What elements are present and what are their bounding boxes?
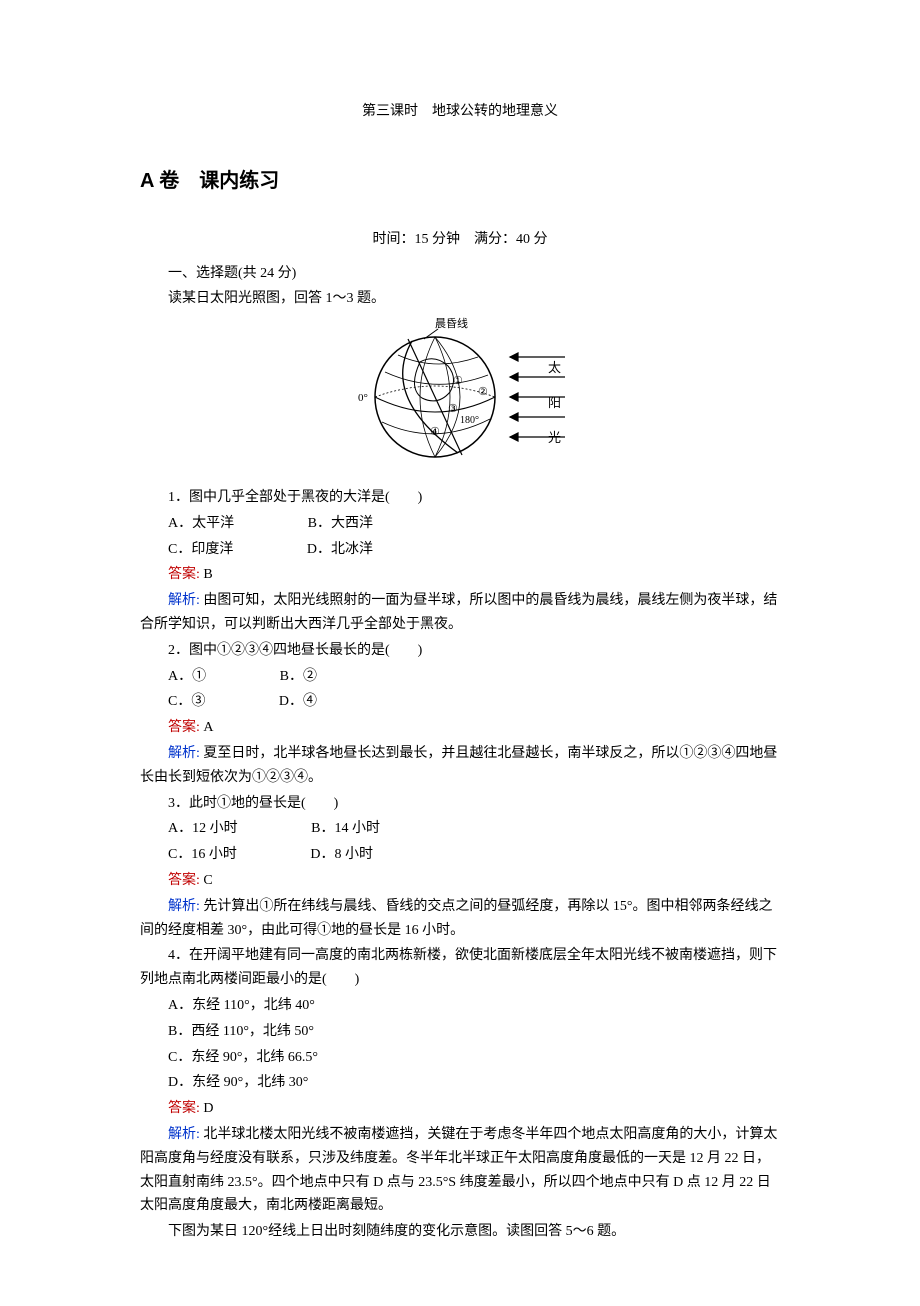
q3-answer-line: 答案: C (140, 869, 780, 893)
q3-optB: B．14 小时 (311, 821, 380, 836)
globe-svg: 晨昏线 0° 180° ① ② ③ ④ (350, 317, 570, 467)
q2-answer-label: 答案: (168, 720, 200, 735)
q3-answer-label: 答案: (168, 873, 200, 888)
q2-row-cd: C．③ D．④ (140, 690, 780, 714)
q2-stem: 2．图中①②③④四地昼长最长的是( ) (140, 639, 780, 663)
q4-expl-line: 解析: 北半球北楼太阳光线不被南楼遮挡，关键在于考虑冬半年四个地点太阳高度角的大… (140, 1123, 780, 1218)
q4-answer-line: 答案: D (140, 1097, 780, 1121)
terminator-label: 晨昏线 (435, 317, 468, 330)
q4-optA: A．东经 110°，北纬 40° (140, 994, 780, 1018)
q2-row-ab: A．① B．② (140, 665, 780, 689)
q1-optC: C．印度洋 (168, 542, 233, 557)
q2-expl-line: 解析: 夏至日时，北半球各地昼长达到最长，并且越往北昼越长，南半球反之，所以①②… (140, 742, 780, 790)
sun-char-3: 光 (548, 430, 561, 445)
q4-expl: 北半球北楼太阳光线不被南楼遮挡，关键在于考虑冬半年四个地点太阳高度角的大小，计算… (140, 1127, 777, 1213)
q2-optA: A．① (168, 669, 206, 684)
q3-stem: 3．此时①地的昼长是( ) (140, 792, 780, 816)
q1-expl-label: 解析: (168, 593, 200, 608)
q3-row-cd: C．16 小时 D．8 小时 (140, 843, 780, 867)
q3-answer: C (203, 873, 212, 888)
q4-stem: 4．在开阔平地建有同一高度的南北两栋新楼，欲使北面新楼底层全年太阳光线不被南楼遮… (140, 944, 780, 992)
q1-answer-label: 答案: (168, 567, 200, 582)
q2-optD: D．④ (279, 694, 317, 709)
q3-expl: 先计算出①所在纬线与晨线、昏线的交点之间的昼弧经度，再除以 15°。图中相邻两条… (140, 899, 773, 938)
q4-optC: C．东经 90°，北纬 66.5° (140, 1046, 780, 1070)
intro-q1-3: 读某日太阳光照图，回答 1～3 题。 (140, 287, 780, 311)
q2-answer: A (203, 720, 213, 735)
q2-optB: B．② (280, 669, 317, 684)
q1-optA: A．太平洋 (168, 516, 234, 531)
mark-1: ① (453, 375, 463, 387)
part1-title: 一、选择题(共 24 分) (140, 262, 780, 286)
lesson-title: 第三课时 地球公转的地理意义 (140, 100, 780, 124)
q3-row-ab: A．12 小时 B．14 小时 (140, 817, 780, 841)
globe-figure: 晨昏线 0° 180° ① ② ③ ④ (140, 317, 780, 476)
q1-answer-line: 答案: B (140, 563, 780, 587)
time-score-line: 时间：15 分钟 满分：40 分 (140, 228, 780, 252)
q3-optA: A．12 小时 (168, 821, 238, 836)
q1-expl-line: 解析: 由图可知，太阳光线照射的一面为昼半球，所以图中的晨昏线为晨线，晨线左侧为… (140, 589, 780, 637)
mark-3: ③ (448, 403, 458, 415)
q4-optD: D．东经 90°，北纬 30° (140, 1071, 780, 1095)
q3-expl-label: 解析: (168, 899, 200, 914)
zero-deg-label: 0° (358, 392, 368, 404)
q4-expl-label: 解析: (168, 1127, 200, 1142)
q1-row-ab: A．太平洋 B．大西洋 (140, 512, 780, 536)
q2-expl: 夏至日时，北半球各地昼长达到最长，并且越往北昼越长，南半球反之，所以①②③④四地… (140, 746, 777, 785)
q4-answer-label: 答案: (168, 1101, 200, 1116)
q1-optD: D．北冰洋 (307, 542, 373, 557)
section-a-heading: A 卷 课内练习 (140, 164, 780, 198)
sun-char-1: 太 (548, 360, 561, 375)
sun-char-2: 阳 (548, 395, 561, 410)
intro-q5-6: 下图为某日 120°经线上日出时刻随纬度的变化示意图。读图回答 5～6 题。 (140, 1220, 780, 1244)
one-eighty-label: 180° (460, 415, 479, 426)
mark-2: ② (478, 386, 488, 398)
q1-optB: B．大西洋 (308, 516, 373, 531)
q2-optC: C．③ (168, 694, 205, 709)
q4-answer: D (203, 1101, 213, 1116)
q2-expl-label: 解析: (168, 746, 200, 761)
q3-optD: D．8 小时 (310, 847, 373, 862)
q4-optB: B．西经 110°，北纬 50° (140, 1020, 780, 1044)
q1-stem: 1．图中几乎全部处于黑夜的大洋是( ) (140, 486, 780, 510)
mark-4: ④ (430, 426, 440, 438)
q1-answer: B (203, 567, 212, 582)
q1-expl: 由图可知，太阳光线照射的一面为昼半球，所以图中的晨昏线为晨线，晨线左侧为夜半球，… (140, 593, 777, 632)
q3-optC: C．16 小时 (168, 847, 237, 862)
q3-expl-line: 解析: 先计算出①所在纬线与晨线、昏线的交点之间的昼弧经度，再除以 15°。图中… (140, 895, 780, 943)
q1-row-cd: C．印度洋 D．北冰洋 (140, 538, 780, 562)
q2-answer-line: 答案: A (140, 716, 780, 740)
